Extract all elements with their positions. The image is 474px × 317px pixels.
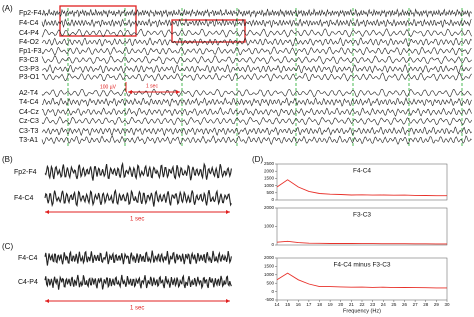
channel-label: C3-T3: [19, 128, 39, 135]
x-tick-label: 23: [370, 302, 376, 307]
channel-label: C3-P3: [19, 66, 39, 73]
y-tick-label: 2000: [264, 168, 275, 173]
y-tick-label: 1000: [264, 183, 275, 188]
chart-title: F3-C3: [353, 212, 371, 219]
chart-title: F4-C4 minus F3-C3: [333, 262, 390, 269]
channel-label: F3-C3: [19, 57, 39, 64]
eeg-trace: [41, 8, 472, 18]
eeg-trace: [41, 135, 472, 145]
panel-label: (C): [2, 242, 13, 251]
eeg-trace: [41, 64, 472, 74]
channel-label: T3-A1: [19, 137, 38, 144]
channel-label: T4-C4: [19, 99, 39, 106]
x-tick-label: 15: [285, 302, 291, 307]
eeg-trace: [41, 88, 472, 98]
channel-label: Cz-C3: [19, 118, 39, 125]
chart-title: F4-C4: [353, 168, 371, 175]
channel-label: C4-P4: [19, 30, 39, 37]
x-tick-label: 25: [391, 302, 397, 307]
x-tick-label: 21: [349, 302, 355, 307]
channel-label: F4-C4: [19, 20, 39, 27]
highlight-box: [59, 5, 137, 37]
plot-frame: [276, 163, 448, 201]
eeg-trace: [41, 55, 472, 65]
y-tick-label: 500: [266, 280, 274, 285]
channel-label: F4-C4: [18, 255, 38, 262]
panel-label: (A): [2, 4, 13, 13]
time-scale: 1 sec: [146, 83, 158, 89]
channel-label: Fp2-F4: [19, 10, 42, 17]
eeg-trace: [41, 37, 472, 47]
eeg-trace: [41, 18, 472, 29]
panel-label: (B): [2, 155, 13, 164]
eeg-trace: [41, 28, 472, 38]
x-tick-label: 20: [338, 302, 344, 307]
channel-label: Fp2-F4: [14, 169, 37, 176]
y-tick-label: 2500: [264, 161, 275, 166]
time-scale: 1 sec: [130, 217, 144, 223]
amplitude-scale: 100 µV: [100, 84, 117, 90]
y-tick-label: 0: [271, 197, 274, 202]
y-tick-label: 1000: [264, 224, 275, 229]
y-tick-label: 1000: [264, 272, 275, 277]
channel-label: C4-P4: [18, 279, 38, 286]
x-tick-label: 22: [359, 302, 365, 307]
y-tick-label: 500: [266, 190, 274, 195]
channel-label: F4-C4: [14, 195, 34, 202]
eeg-trace: [44, 250, 232, 266]
y-tick-label: 1500: [264, 176, 275, 181]
x-tick-label: 18: [317, 302, 323, 307]
time-scale: 1 sec: [130, 306, 144, 312]
x-tick-label: 14: [274, 302, 280, 307]
x-tick-label: 17: [306, 302, 312, 307]
channel-label: C4-Cz: [19, 109, 39, 116]
x-tick-label: 27: [413, 302, 419, 307]
spectrum-line: [276, 240, 447, 245]
x-tick-label: 19: [328, 302, 334, 307]
channel-label: Fp1-F3: [19, 48, 42, 55]
x-tick-label: 24: [381, 302, 387, 307]
eeg-trace: [41, 72, 472, 82]
spectrum-line: [276, 272, 447, 289]
eeg-trace: [44, 188, 232, 208]
channel-label: P3-O1: [19, 74, 39, 81]
eeg-trace: [41, 116, 472, 126]
x-axis-label: Frequency (Hz): [343, 308, 381, 314]
x-tick-label: 30: [444, 302, 450, 307]
y-tick-label: 0: [271, 289, 274, 294]
y-tick-label: 0: [271, 242, 274, 247]
panel-label: (D): [252, 155, 263, 164]
eeg-trace: [44, 274, 232, 290]
y-tick-label: 1500: [264, 264, 275, 269]
channel-label: F4-O2: [19, 39, 39, 46]
x-tick-label: 16: [296, 302, 302, 307]
channel-label: A2-T4: [19, 90, 38, 97]
x-tick-label: 29: [434, 302, 440, 307]
spectrum-line: [276, 179, 447, 197]
eeg-trace: [41, 46, 472, 57]
y-tick-label: 2000: [264, 205, 275, 210]
eeg-trace: [44, 161, 232, 181]
x-tick-label: 26: [402, 302, 408, 307]
eeg-trace: [41, 126, 472, 137]
y-tick-label: -500: [265, 297, 275, 302]
eeg-trace: [41, 97, 472, 107]
y-tick-label: 2000: [264, 255, 275, 260]
eeg-trace: [41, 107, 472, 117]
x-tick-label: 28: [423, 302, 429, 307]
